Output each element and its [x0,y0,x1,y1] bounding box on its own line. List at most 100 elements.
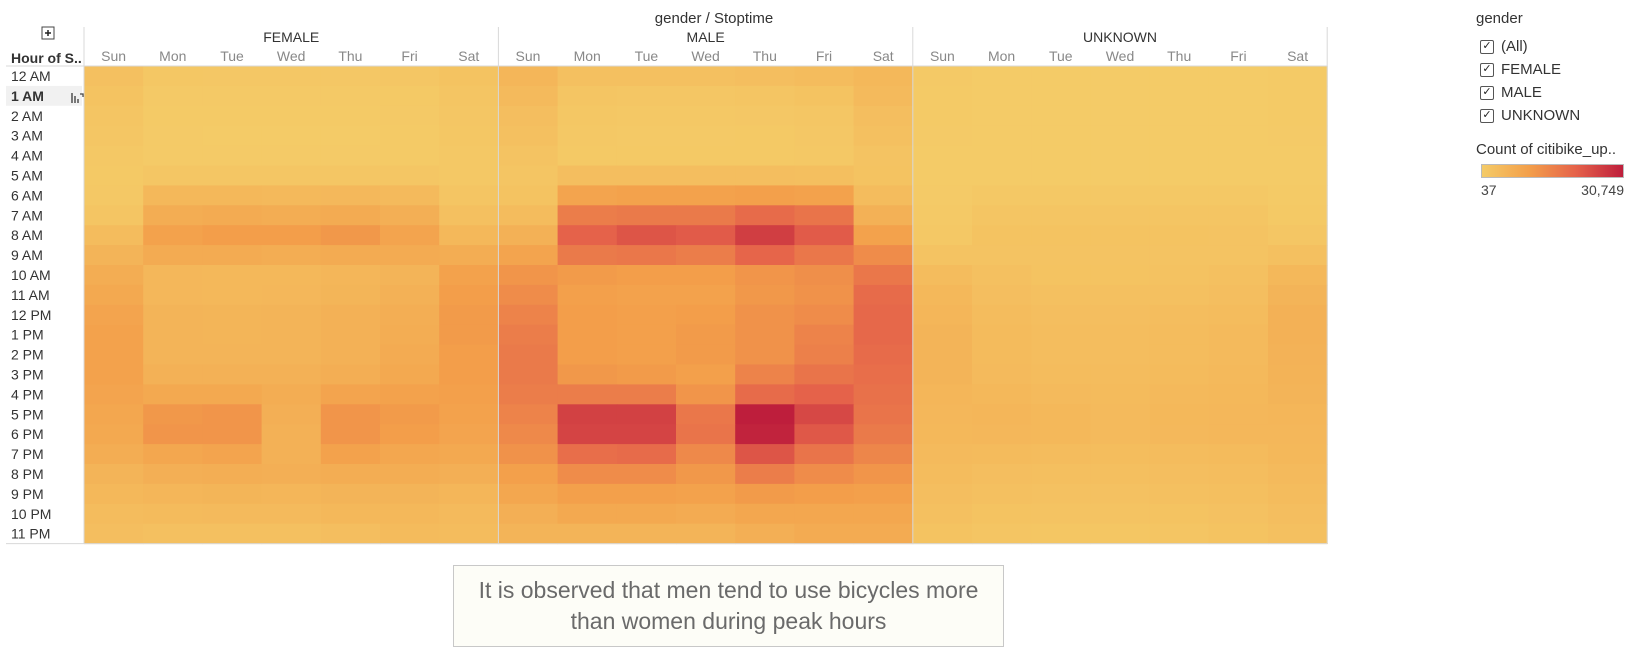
heatmap-cell[interactable] [380,444,440,465]
heatmap-cell[interactable] [261,384,322,405]
heatmap-cell[interactable] [912,205,973,226]
heatmap-cell[interactable] [616,245,677,266]
heatmap-cell[interactable] [972,444,1032,465]
heatmap-cell[interactable] [616,404,677,425]
heatmap-cell[interactable] [1268,225,1328,246]
heatmap-cell[interactable] [320,523,381,545]
heatmap-cell[interactable] [1208,105,1269,127]
heatmap-cell[interactable] [320,464,381,485]
heatmap-cell[interactable] [912,304,973,326]
heatmap-cell[interactable] [439,483,499,505]
sort-icon[interactable] [71,93,84,103]
heatmap-cell[interactable] [498,145,559,166]
heatmap-cell[interactable] [261,424,322,445]
heatmap-cell[interactable] [202,245,263,266]
heatmap-cell[interactable] [1090,225,1151,246]
heatmap-cell[interactable] [84,105,144,127]
heatmap-cell[interactable] [912,245,973,266]
heatmap-cell[interactable] [676,364,736,385]
heatmap-cell[interactable] [676,145,736,166]
heatmap-cell[interactable] [1268,85,1328,107]
heatmap-cell[interactable] [84,205,144,226]
heatmap-cell[interactable] [439,464,499,485]
heatmap-cell[interactable] [202,444,263,465]
heatmap-cell[interactable] [320,424,381,445]
heatmap-cell[interactable] [557,66,618,87]
heatmap-cell[interactable] [1031,225,1091,246]
heatmap-cell[interactable] [972,483,1032,505]
heatmap-cell[interactable] [1090,85,1151,107]
heatmap-cell[interactable] [1149,503,1210,525]
heatmap-cell[interactable] [676,503,736,525]
heatmap-cell[interactable] [1208,225,1269,246]
heatmap-cell[interactable] [261,304,322,326]
heatmap-cell[interactable] [676,205,736,226]
heatmap-cell[interactable] [261,145,322,166]
heatmap-cell[interactable] [202,225,263,246]
heatmap-cell[interactable] [1268,324,1328,346]
heatmap-cell[interactable] [557,205,618,226]
heatmap-cell[interactable] [794,145,855,166]
heatmap-cell[interactable] [498,284,559,306]
heatmap-cell[interactable] [794,185,855,206]
heatmap-cell[interactable] [616,444,677,465]
heatmap-cell[interactable] [320,66,381,87]
heatmap-cell[interactable] [1031,464,1091,485]
heatmap-cell[interactable] [439,125,499,147]
heatmap-cell[interactable] [1208,483,1269,505]
heatmap-cell[interactable] [616,284,677,306]
heatmap-cell[interactable] [735,125,795,147]
heatmap-cell[interactable] [320,324,381,346]
heatmap-cell[interactable] [853,503,914,525]
heatmap-cell[interactable] [143,165,203,186]
heatmap-cell[interactable] [261,66,322,87]
heatmap-cell[interactable] [143,105,203,127]
heatmap-cell[interactable] [912,503,973,525]
heatmap-cell[interactable] [498,464,559,485]
heatmap-cell[interactable] [380,523,440,545]
heatmap-cell[interactable] [557,245,618,266]
heatmap-cell[interactable] [84,284,144,306]
heatmap-cell[interactable] [1268,523,1328,545]
heatmap-cell[interactable] [912,404,973,425]
heatmap-cell[interactable] [853,245,914,266]
heatmap-cell[interactable] [1149,225,1210,246]
heatmap-cell[interactable] [1149,185,1210,206]
heatmap-cell[interactable] [320,364,381,385]
heatmap-cell[interactable] [853,304,914,326]
heatmap-cell[interactable] [498,404,559,425]
heatmap-cell[interactable] [794,304,855,326]
heatmap-cell[interactable] [616,66,677,87]
heatmap-cell[interactable] [1268,265,1328,286]
heatmap-cell[interactable] [557,145,618,166]
heatmap-cell[interactable] [853,424,914,445]
heatmap-cell[interactable] [84,523,144,545]
heatmap-cell[interactable] [498,444,559,465]
heatmap-cell[interactable] [498,324,559,346]
heatmap-cell[interactable] [735,66,795,87]
heatmap-cell[interactable] [972,523,1032,545]
heatmap-cell[interactable] [616,304,677,326]
heatmap-cell[interactable] [794,364,855,385]
heatmap-cell[interactable] [380,344,440,365]
heatmap-cell[interactable] [202,165,263,186]
heatmap-cell[interactable] [1031,85,1091,107]
heatmap-cell[interactable] [853,324,914,346]
heatmap-cell[interactable] [1090,384,1151,405]
heatmap-cell[interactable] [912,424,973,445]
heatmap-cell[interactable] [616,265,677,286]
heatmap-cell[interactable] [676,523,736,545]
heatmap-cell[interactable] [1268,205,1328,226]
heatmap-cell[interactable] [676,284,736,306]
filter-item-male[interactable]: ✓ MALE [1480,81,1624,104]
heatmap-cell[interactable] [143,364,203,385]
heatmap-cell[interactable] [261,284,322,306]
heatmap-cell[interactable] [498,523,559,545]
checkbox-checked-icon[interactable]: ✓ [1480,85,1494,100]
heatmap-cell[interactable] [1268,185,1328,206]
heatmap-cell[interactable] [380,464,440,485]
heatmap-cell[interactable] [972,464,1032,485]
heatmap-cell[interactable] [1208,384,1269,405]
heatmap-cell[interactable] [676,85,736,107]
heatmap-cell[interactable] [1149,523,1210,545]
